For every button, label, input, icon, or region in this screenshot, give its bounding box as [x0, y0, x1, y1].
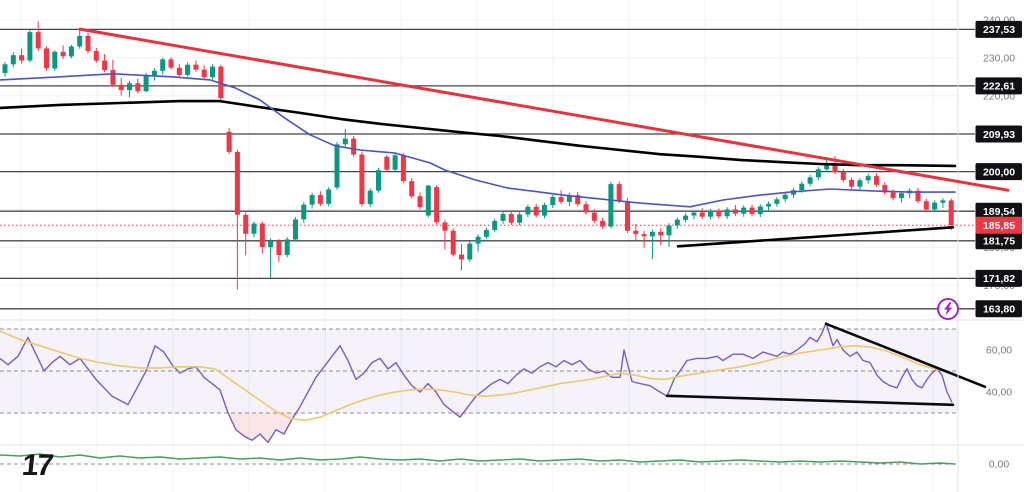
svg-text:230,00: 230,00: [983, 52, 1015, 64]
price-badges-layer: 237,53 222,61 209,93 200,00 189,54 181,75 171,…: [975, 20, 1022, 318]
price-level-badge: 189,54: [975, 202, 1022, 220]
alert-lightning-button[interactable]: [937, 298, 959, 320]
rsi-support-trendline[interactable]: [665, 394, 955, 407]
ma-200-line: [0, 99, 957, 168]
price-level-badge: 200,00: [975, 163, 1022, 181]
price-level-badge: 222,61: [975, 77, 1022, 95]
svg-text:222,61: 222,61: [983, 81, 1015, 93]
price-level-badge: 209,93: [975, 125, 1022, 143]
lightning-icon: [944, 302, 953, 316]
price-level-badge: 171,82: [975, 269, 1022, 287]
price-level-badge: 185,85: [975, 216, 1022, 234]
wedge-support-line[interactable]: [676, 226, 955, 248]
tradingview-logo[interactable]: 17: [20, 449, 54, 482]
vertical-gridlines: [20, 0, 934, 492]
svg-text:40,00: 40,00: [986, 387, 1012, 399]
price-level-badge: 181,75: [975, 232, 1022, 250]
svg-text:185,85: 185,85: [983, 220, 1015, 232]
svg-text:237,53: 237,53: [983, 24, 1015, 36]
price-level-badge: 163,80: [975, 300, 1022, 318]
svg-text:163,80: 163,80: [983, 304, 1015, 316]
svg-text:171,82: 171,82: [983, 273, 1015, 285]
candles-layer: [2, 21, 954, 290]
rsi-dashed-levels: [0, 328, 958, 414]
price-level-lines[interactable]: [0, 28, 975, 310]
price-level-badge: 237,53: [975, 20, 1022, 38]
rsi-ma-line: [0, 330, 954, 422]
rsi-line: [0, 322, 953, 444]
svg-text:60,00: 60,00: [986, 345, 1012, 357]
svg-text:0,00: 0,00: [989, 459, 1010, 471]
rsi-oversold-fill: [0, 413, 952, 443]
ma-50-line: [0, 73, 956, 208]
svg-text:181,75: 181,75: [983, 236, 1015, 248]
svg-text:189,54: 189,54: [983, 206, 1015, 218]
momentum-line: [0, 453, 956, 465]
svg-text:200,00: 200,00: [983, 166, 1015, 178]
downtrend-line[interactable]: [78, 27, 1010, 192]
svg-text:209,93: 209,93: [983, 129, 1015, 141]
